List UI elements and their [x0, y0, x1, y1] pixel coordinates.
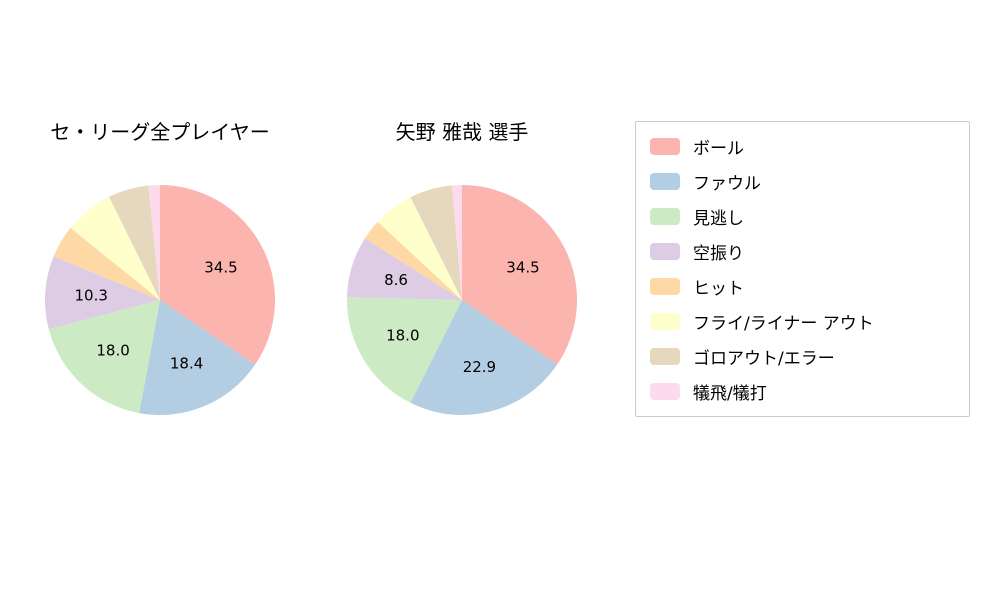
pie-value-label: 18.0 [386, 327, 419, 345]
pie-slice-7 [451, 185, 462, 300]
pie-slice-1 [139, 300, 256, 415]
pie-chart-player: 矢野 雅哉 選手 34.5 22.9 18.0 8.6 [344, 118, 580, 418]
pie-slice-6 [410, 185, 462, 300]
legend-label: ヒット [693, 279, 744, 299]
legend-item: ゴロアウト/エラー [650, 339, 969, 374]
legend-label: ボール [693, 139, 744, 159]
pie-slice-6 [109, 185, 160, 300]
chart-title-league: セ・リーグ全プレイヤー [50, 120, 270, 144]
legend-swatch [650, 208, 680, 225]
legend-item: ファウル [650, 164, 969, 199]
legend-label: ゴロアウト/エラー [693, 349, 835, 369]
pie-value-label: 8.6 [384, 271, 408, 289]
legend-item: ボール [650, 129, 969, 164]
legend-item: 犠飛/犠打 [650, 374, 969, 409]
pie-player: 34.5 22.9 18.0 8.6 [347, 185, 577, 415]
pie-value-label: 34.5 [506, 259, 539, 277]
pie-slice-2 [48, 300, 160, 414]
legend-item: フライ/ライナー アウト [650, 304, 969, 339]
legend-swatch [650, 313, 680, 330]
legend-label: 犠飛/犠打 [693, 384, 767, 404]
pie-slice-4 [364, 221, 462, 300]
legend-item: 見逃し [650, 199, 969, 234]
legend-swatch [650, 173, 680, 190]
legend-label: ファウル [693, 174, 761, 194]
pie-chart-league: セ・リーグ全プレイヤー 34.5 18.4 18.0 10.3 [42, 118, 278, 418]
legend: ボールファウル見逃し空振りヒットフライ/ライナー アウト ゴロアウト/エラー 犠飛/… [635, 121, 970, 417]
legend-item: ヒット [650, 269, 969, 304]
legend-label: 空振り [693, 244, 744, 264]
pie-slice-3 [347, 238, 462, 300]
pie-slice-0 [462, 185, 577, 365]
pie-league: 34.5 18.4 18.0 10.3 [44, 185, 275, 415]
legend-swatch [650, 278, 680, 295]
pie-value-label: 10.3 [74, 287, 107, 305]
pie-value-label: 18.0 [96, 342, 129, 360]
pie-value-label: 18.4 [170, 355, 203, 373]
legend-swatch [650, 348, 680, 365]
chart-title-player: 矢野 雅哉 選手 [395, 120, 529, 144]
legend-item: 空振り [650, 234, 969, 269]
pie-slice-7 [148, 185, 160, 300]
pie-value-label: 22.9 [463, 358, 496, 376]
pie-slice-1 [410, 300, 558, 415]
pie-slice-5 [377, 197, 462, 300]
pie-slice-2 [347, 297, 462, 403]
legend-swatch [650, 383, 680, 400]
pie-slice-5 [70, 196, 160, 300]
legend-label: 見逃し [693, 209, 744, 229]
pie-slice-3 [44, 256, 160, 330]
pie-value-label: 34.5 [204, 259, 237, 277]
pie-slice-4 [53, 227, 160, 300]
legend-swatch [650, 243, 680, 260]
legend-label: フライ/ライナー アウト [693, 314, 874, 334]
pie-slice-0 [160, 185, 275, 365]
legend-swatch [650, 138, 680, 155]
